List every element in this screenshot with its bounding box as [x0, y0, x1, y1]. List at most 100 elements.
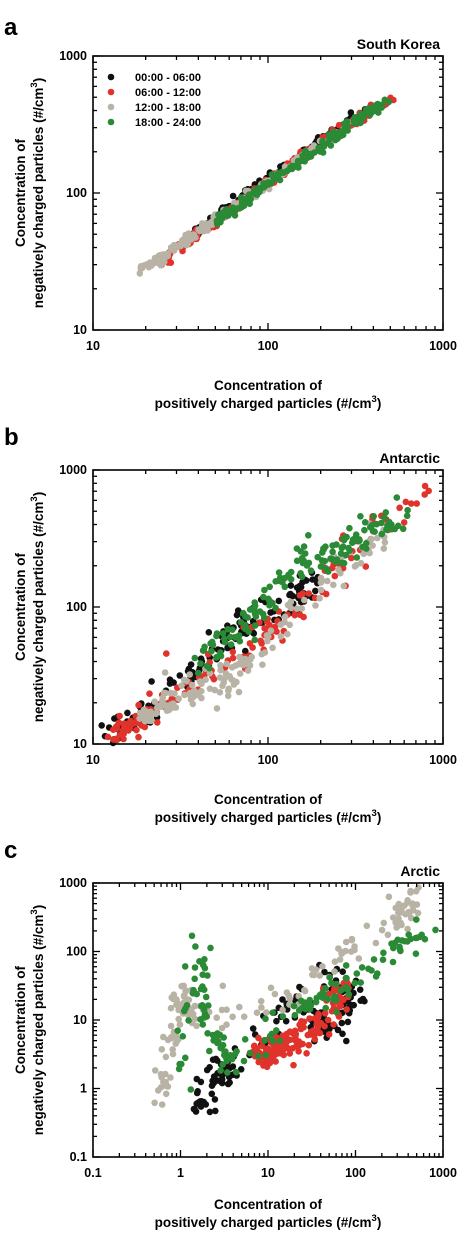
data-point: [396, 504, 403, 512]
data-point: [197, 655, 205, 662]
data-point: [206, 664, 213, 672]
data-point: [244, 667, 252, 674]
data-point: [291, 1011, 299, 1019]
data-point: [206, 1108, 214, 1116]
panel-b: b Antarctic 10 100 1000 10 100 1000 Concentratio…: [4, 424, 457, 825]
panel-a: a South Korea 10 100 1000 10 100 1000 Concentrat…: [4, 14, 457, 411]
data-point: [200, 647, 208, 654]
data-point: [281, 613, 289, 621]
data-point: [189, 700, 197, 708]
data-point: [200, 1014, 208, 1021]
data-point: [246, 200, 253, 207]
data-point: [385, 893, 393, 901]
data-point: [232, 662, 239, 669]
data-point: [380, 919, 388, 927]
data-point: [293, 605, 301, 612]
data-point: [320, 546, 327, 553]
data-point: [338, 559, 346, 567]
data-point: [175, 1006, 182, 1014]
data-point: [304, 1031, 312, 1039]
data-point: [404, 506, 411, 514]
data-point: [398, 937, 406, 944]
data-point: [216, 689, 224, 696]
data-point: [379, 956, 387, 963]
data-point: [366, 104, 373, 112]
panel-letter: b: [4, 424, 19, 451]
data-point: [307, 567, 315, 574]
data-point: [298, 1018, 305, 1025]
data-point: [273, 628, 280, 635]
data-point: [360, 550, 368, 557]
data-point: [259, 661, 266, 668]
data-point: [157, 251, 164, 259]
data-point: [113, 736, 120, 744]
data-point: [331, 135, 339, 142]
data-point: [145, 262, 152, 269]
legend: 00:00 - 06:00 06:00 - 12:00 12:00 - 18:00 1…: [107, 72, 201, 129]
data-point: [314, 553, 322, 561]
data-point: [343, 974, 350, 982]
data-point: [155, 702, 162, 710]
data-point: [191, 1002, 199, 1010]
data-point: [306, 1015, 313, 1022]
data-point: [343, 1006, 351, 1013]
data-point: [325, 1031, 333, 1038]
data-point: [286, 621, 294, 629]
data-point: [330, 581, 337, 589]
data-point: [378, 926, 386, 934]
data-point: [218, 1075, 226, 1083]
data-point: [301, 596, 308, 604]
data-point: [127, 717, 134, 725]
data-point: [217, 649, 224, 656]
data-point: [162, 1078, 169, 1086]
data-point: [266, 583, 274, 591]
legend-label: 06:00 - 12:00: [135, 87, 201, 99]
data-point: [399, 525, 407, 533]
data-point: [370, 956, 378, 963]
data-point: [275, 569, 283, 576]
data-point: [198, 687, 205, 695]
data-point: [222, 1048, 229, 1055]
data-point: [330, 1021, 337, 1028]
data-point: [256, 608, 264, 615]
data-point: [273, 1027, 280, 1034]
data-point: [410, 906, 417, 914]
site-title: Arctic: [400, 863, 440, 879]
x-tick-label: 100: [258, 753, 279, 767]
data-point: [148, 678, 155, 685]
legend-marker: [107, 118, 115, 126]
data-point: [229, 626, 236, 633]
data-point: [221, 638, 229, 646]
data-point: [217, 1044, 224, 1052]
data-point: [198, 1002, 205, 1010]
data-point: [396, 908, 404, 915]
data-point: [232, 634, 239, 641]
data-point: [186, 671, 193, 678]
data-point: [191, 964, 199, 971]
x-tick-label: 1000: [429, 753, 457, 767]
data-point: [213, 1014, 220, 1021]
data-point: [368, 967, 375, 974]
data-point: [246, 656, 254, 663]
data-point: [177, 242, 184, 250]
data-point: [333, 980, 340, 988]
y-axis-label: Concentration of negatively charged parti…: [13, 78, 46, 308]
y-axis-label: Concentration of negatively charged parti…: [13, 905, 46, 1135]
data-point: [338, 1019, 346, 1027]
data-point: [293, 557, 301, 565]
data-point: [98, 722, 105, 729]
data-point: [237, 194, 245, 201]
data-point: [380, 514, 388, 521]
panel-letter: c: [4, 837, 17, 864]
data-point: [157, 1070, 165, 1078]
data-point: [207, 944, 214, 952]
data-point: [240, 1013, 248, 1020]
data-point: [171, 690, 178, 697]
y-tick-label: 1: [80, 1082, 87, 1096]
data-point: [272, 1044, 280, 1051]
data-point: [116, 712, 123, 720]
data-point: [251, 602, 259, 609]
data-point: [181, 963, 189, 970]
data-point: [385, 98, 393, 106]
data-point: [345, 544, 352, 552]
